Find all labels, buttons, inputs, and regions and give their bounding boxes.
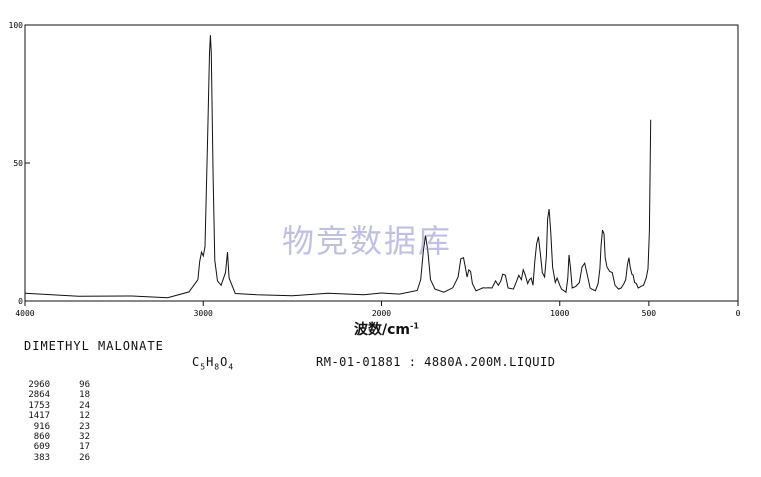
y-tick-label: 50	[13, 159, 23, 168]
peak-wavenumber: 2864	[28, 390, 50, 401]
peak-wavenumber: 2960	[28, 380, 50, 390]
y-tick-label: 0	[18, 297, 23, 306]
molecular-formula: C5H8O4	[192, 355, 235, 372]
peak-wavenumber: 383	[33, 452, 50, 463]
peak-intensity: 96	[79, 380, 90, 390]
peak-row: 2960 96	[20, 380, 90, 390]
y-tick-label: 100	[9, 21, 24, 30]
peak-row: 1417 12	[20, 411, 90, 421]
spectrum-line	[24, 35, 652, 299]
peak-intensity: 18	[79, 390, 90, 401]
peak-row: 860 32	[20, 432, 90, 442]
peak-wavenumber: 860	[33, 432, 50, 443]
acquisition-info: RM-01-01881 : 4880A.200M.LIQUID	[316, 355, 556, 369]
x-axis-label: 波数/cm-1	[354, 321, 419, 338]
peak-table: 2960 96 2864 18 1753 24 1417 12 916 23 860 32 609 17 3…	[20, 380, 90, 463]
peak-wavenumber: 1417	[28, 411, 50, 422]
peak-wavenumber: 609	[33, 442, 50, 453]
x-tick-label: 0	[736, 309, 741, 318]
peak-intensity: 12	[79, 411, 90, 422]
watermark: 物竞数据库	[282, 222, 453, 260]
x-tick-label: 4000	[15, 309, 34, 318]
peak-row: 916 23	[20, 422, 90, 432]
x-tick-label: 500	[642, 309, 657, 318]
axis-ticks: 4000 3000 2000 1000 500 0 0 50 100	[9, 21, 741, 318]
peak-intensity: 24	[79, 400, 90, 411]
peak-row: 609 17	[20, 442, 90, 452]
peak-intensity: 23	[79, 421, 90, 432]
peak-wavenumber: 916	[33, 421, 50, 432]
peak-row: 2864 18	[20, 390, 90, 400]
peak-intensity: 26	[79, 452, 90, 463]
peak-row: 383 26	[20, 453, 90, 463]
peak-intensity: 32	[79, 432, 90, 443]
x-tick-label: 2000	[372, 309, 391, 318]
peak-wavenumber: 1753	[28, 400, 50, 411]
x-tick-label: 1000	[550, 309, 569, 318]
peak-row: 1753 24	[20, 401, 90, 411]
spectrum-chart: 4000 3000 2000 1000 500 0 0 50 100	[9, 21, 741, 318]
peak-intensity: 17	[79, 442, 90, 453]
x-tick-label: 3000	[194, 309, 213, 318]
compound-name: DIMETHYL MALONATE	[24, 339, 164, 353]
